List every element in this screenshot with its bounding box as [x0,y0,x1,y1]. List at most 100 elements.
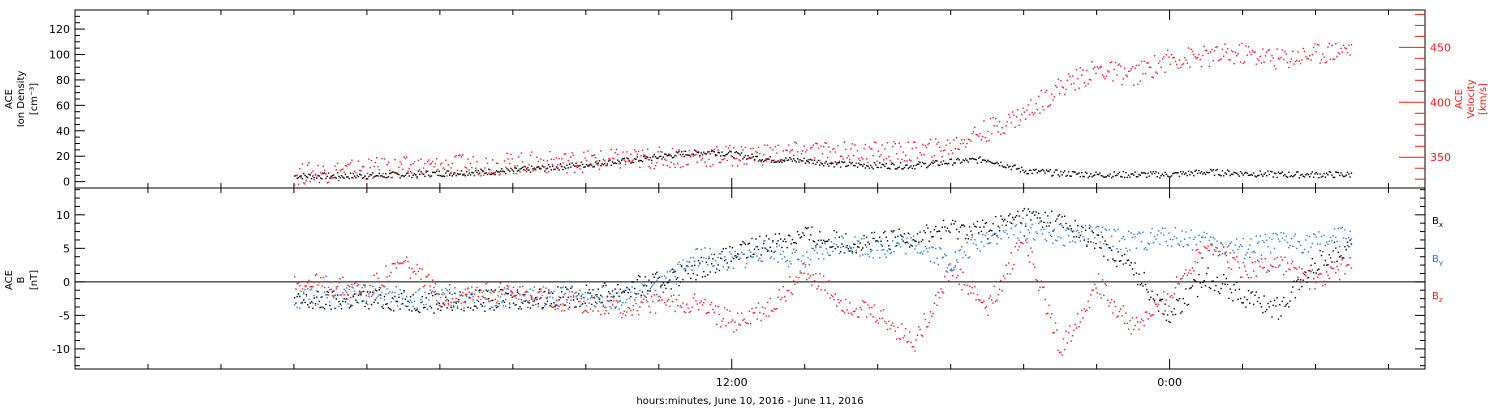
data-point [1096,66,1099,68]
data-point [828,254,830,257]
data-point [686,303,688,305]
data-point [1268,237,1271,239]
data-point [879,156,881,158]
data-point [297,294,300,296]
data-point [352,172,354,175]
data-point [377,165,379,168]
data-point [321,296,323,298]
data-point [958,159,960,161]
data-point [392,310,395,312]
data-point [816,288,818,290]
data-point [671,147,674,150]
data-point [506,293,508,295]
data-point [794,141,796,143]
data-point [725,145,727,148]
data-point [484,167,486,169]
data-point [511,291,513,293]
data-point [524,166,526,168]
data-point [512,302,515,304]
data-point [1250,238,1252,240]
data-point [789,276,791,278]
data-point [733,267,735,270]
data-point [658,295,661,297]
data-point [710,301,713,304]
data-point [1159,243,1161,245]
data-point [1127,70,1130,73]
data-point [374,299,377,301]
data-point [886,240,889,242]
data-point [550,303,553,305]
data-point [708,151,710,153]
data-point [429,176,431,178]
data-point [1090,294,1092,296]
data-point [558,305,560,308]
data-point [828,146,830,148]
data-point [356,285,358,287]
data-point [1112,245,1114,248]
data-point [1307,276,1310,279]
data-point [1137,83,1139,86]
data-point [832,295,834,298]
data-point [1173,235,1175,238]
data-point [411,310,413,312]
data-point [498,174,500,176]
data-point [1116,174,1118,177]
data-point [1087,238,1089,240]
data-point [1103,255,1105,257]
data-point [1301,173,1303,176]
data-point [938,146,941,148]
data-point [1039,221,1041,223]
data-point [1311,257,1314,260]
data-point [1325,241,1328,243]
data-point [484,297,486,299]
data-point [988,242,990,244]
data-point [1314,234,1316,236]
data-point [1320,176,1323,178]
data-point [1064,170,1066,172]
data-point [1018,124,1020,127]
data-point [368,158,370,160]
data-point [615,162,618,165]
data-point [781,296,783,299]
data-point [580,304,582,306]
data-point [1100,247,1102,249]
data-point [984,307,986,309]
data-point [343,294,345,296]
data-point [733,257,735,260]
data-point [1067,228,1070,230]
data-point [1156,72,1158,75]
data-point [985,222,988,224]
data-point [632,281,635,283]
data-point [1169,321,1171,324]
data-point [1168,305,1170,307]
data-point [1056,169,1058,171]
data-point [1193,278,1195,281]
data-point [1079,321,1082,323]
data-point [987,238,989,240]
data-point [1242,302,1244,304]
data-point [1107,259,1109,261]
data-point [606,299,609,302]
data-point [615,148,618,151]
data-point [808,263,811,266]
data-point [1272,57,1274,59]
data-point [1290,291,1293,293]
data-point [1279,240,1281,243]
data-point [1337,171,1340,174]
data-point [1243,172,1246,174]
data-point [1303,273,1306,276]
data-point [760,254,762,256]
data-point [1221,282,1224,285]
data-point [1101,175,1104,177]
data-point [1199,241,1201,243]
data-point [437,308,439,310]
data-point [604,282,606,284]
data-point [445,299,447,302]
data-point [1237,173,1239,176]
data-point [1074,89,1076,91]
data-point [983,300,985,302]
data-point [613,300,615,302]
data-point [1122,263,1125,265]
data-point [958,231,960,233]
data-point [1117,251,1119,253]
